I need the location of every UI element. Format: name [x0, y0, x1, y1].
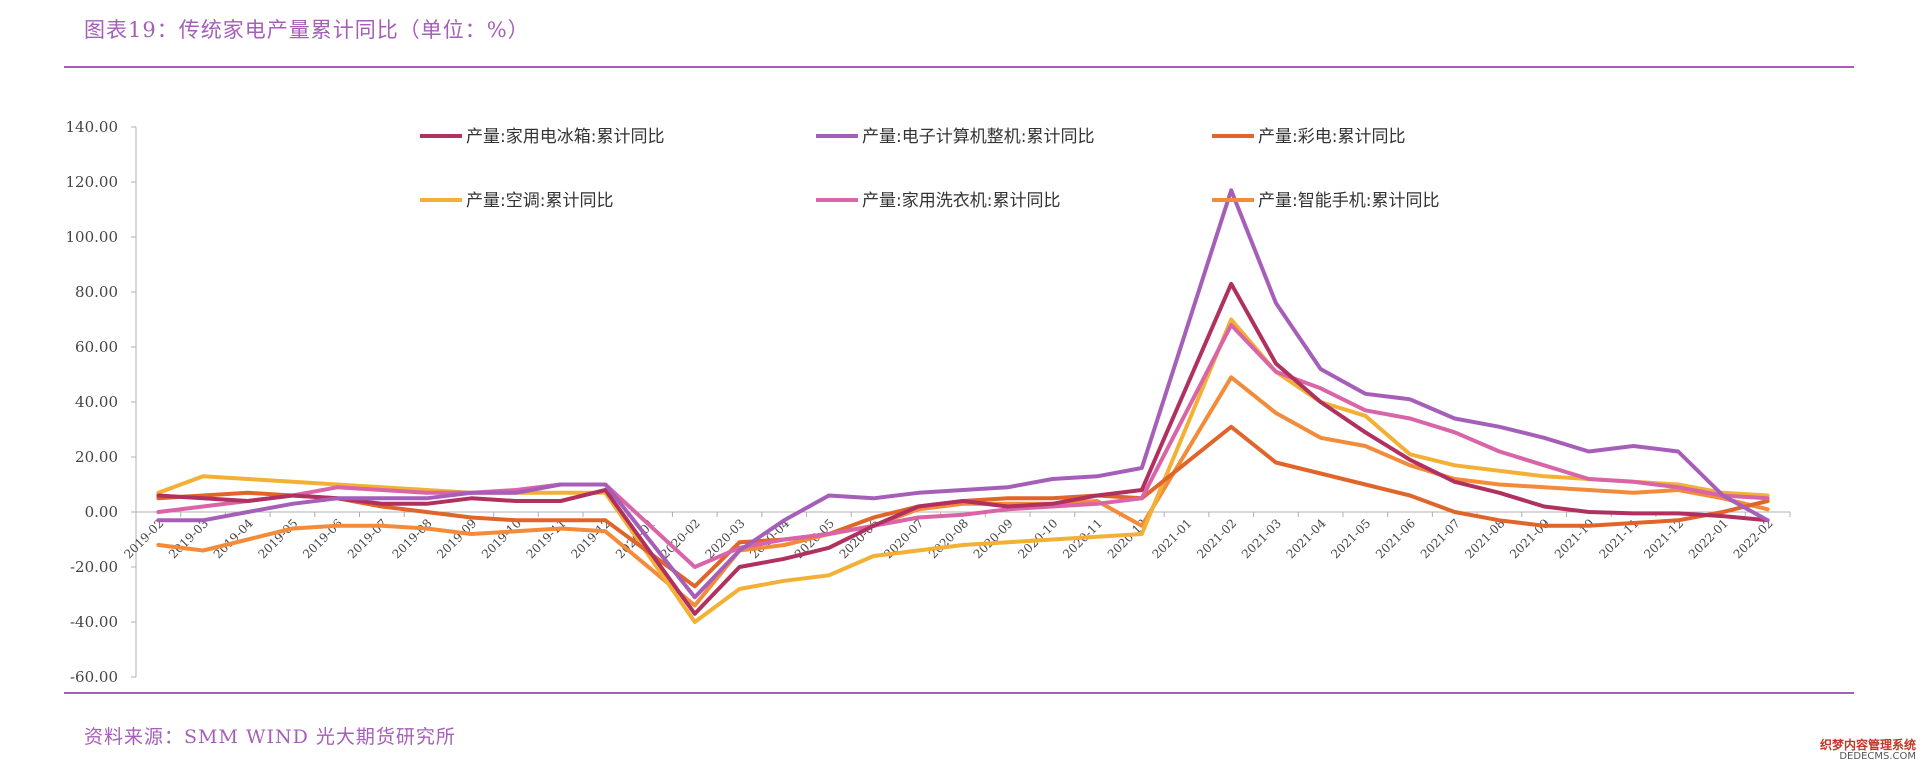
- y-tick-label: 60.00: [75, 338, 118, 356]
- x-tick-label: 2019-08: [390, 516, 435, 561]
- x-tick-label: 2021-08: [1462, 516, 1507, 561]
- y-tick-labels: -60.00 -40.00 -20.00 0.00 20.00 40.00 60.00 80.…: [66, 118, 136, 686]
- x-tick-label: 2022-01: [1686, 516, 1731, 561]
- y-tick-label: -60.00: [70, 668, 118, 686]
- legend-label: 产量:电子计算机整机:累计同比: [862, 127, 1094, 147]
- chart-title: 图表19：传统家电产量累计同比（单位：%）: [84, 18, 530, 42]
- y-tick-label: 80.00: [75, 283, 118, 301]
- legend-label: 产量:家用洗衣机:累计同比: [862, 191, 1060, 211]
- x-tick-label: 2019-10: [479, 516, 524, 561]
- x-tick-label: 2019-06: [300, 516, 345, 561]
- x-tick-label: 2019-05: [255, 516, 300, 561]
- x-tick-label: 2021-02: [1194, 516, 1239, 561]
- legend: 产量:家用电冰箱:累计同比 产量:电子计算机整机:累计同比 产量:彩电:累计同比产量…: [420, 127, 1439, 211]
- legend-label: 产量:智能手机:累计同比: [1258, 191, 1439, 211]
- series-line-6: [156, 375, 1770, 608]
- series-line-5: [156, 323, 1770, 569]
- watermark-text: 织梦内容管理系统: [1819, 738, 1916, 752]
- series-line-1: [156, 281, 1770, 616]
- legend-label: 产量:彩电:累计同比: [1258, 127, 1405, 147]
- y-tick-label: 140.00: [66, 118, 119, 136]
- x-tick-label: 2019-07: [345, 516, 390, 561]
- x-tick-label: 2021-04: [1284, 516, 1329, 561]
- x-tick-label: 2021-06: [1373, 516, 1418, 561]
- x-tick-label: 2019-09: [434, 516, 479, 561]
- x-tick-label: 2019-11: [524, 516, 569, 561]
- x-tick-label: 2020-09: [971, 516, 1016, 561]
- x-tick-label: 2021-01: [1149, 516, 1194, 561]
- y-tick-label: 40.00: [75, 393, 118, 411]
- y-tick-label: -20.00: [70, 558, 118, 576]
- y-tick-label: 120.00: [66, 173, 119, 191]
- y-tick-label: 100.00: [66, 228, 119, 246]
- legend-label: 产量:家用电冰箱:累计同比: [466, 127, 664, 147]
- x-tick-label: 2021-10: [1552, 516, 1597, 561]
- top-divider: [64, 66, 1854, 68]
- source-note: 资料来源：SMM WIND 光大期货研究所: [84, 726, 456, 748]
- bottom-divider: [64, 692, 1854, 694]
- x-tick-label: 2022-02: [1731, 516, 1776, 561]
- watermark-url: DEDECMS.COM: [1839, 751, 1916, 762]
- y-tick-label: 20.00: [75, 448, 118, 466]
- series-line-4: [156, 317, 1770, 624]
- y-tick-label: -40.00: [70, 613, 118, 631]
- series-lines: [156, 188, 1770, 624]
- x-tick-label: 2019-02: [121, 516, 166, 561]
- legend-label: 产量:空调:累计同比: [466, 191, 613, 211]
- series-line-3: [156, 424, 1770, 589]
- x-tick-label: 2019-03: [166, 516, 211, 561]
- series-line-2: [156, 188, 1770, 600]
- x-tick-label: 2021-03: [1239, 516, 1284, 561]
- y-tick-label: 0.00: [85, 503, 118, 521]
- x-tick-label: 2020-08: [926, 516, 971, 561]
- x-tick-label: 2021-07: [1418, 516, 1463, 561]
- x-tick-label: 2021-05: [1328, 516, 1373, 561]
